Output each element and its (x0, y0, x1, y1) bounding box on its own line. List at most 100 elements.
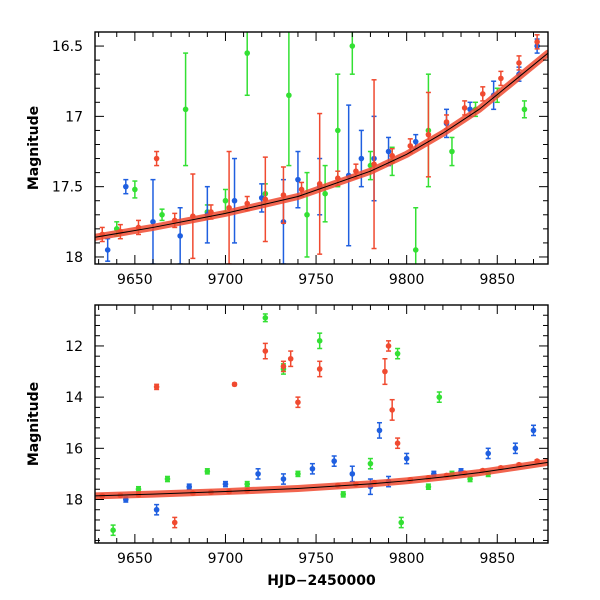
data-point-green (222, 197, 229, 204)
data-point-red (171, 519, 178, 526)
data-point-blue (358, 155, 365, 162)
y-axis-label: Magnitude (26, 106, 42, 190)
data-point-red (394, 440, 401, 446)
data-point-red (407, 143, 414, 149)
data-point-green (436, 394, 443, 400)
data-point-green (262, 314, 269, 321)
data-point-green (159, 211, 165, 218)
y-tick-label: 17.5 (52, 180, 83, 196)
data-point-blue (485, 450, 492, 457)
data-point-blue (412, 138, 419, 145)
data-point-green (398, 519, 405, 526)
plot-area (95, 313, 548, 537)
data-point-green (322, 190, 328, 197)
x-tick-label: 9750 (298, 272, 334, 288)
axes-frame (94, 31, 549, 265)
y-tick-label: 16 (65, 441, 83, 457)
data-point-green (304, 211, 310, 218)
x-tick-label: 9800 (389, 272, 425, 288)
data-point-red (153, 384, 160, 390)
y-tick-label: 17 (65, 109, 83, 125)
data-point-blue (123, 183, 129, 190)
dense-red-band (95, 458, 548, 500)
data-point-red (382, 368, 388, 375)
x-tick-label: 9700 (208, 272, 244, 288)
x-tick-label: 9700 (208, 551, 244, 567)
data-point-blue (309, 465, 316, 472)
data-point-blue (403, 455, 410, 462)
data-point-red (153, 155, 160, 162)
data-point-green (367, 460, 374, 467)
y-tick-label: 12 (65, 339, 83, 355)
data-point-blue (331, 458, 337, 464)
x-tick-label: 9650 (117, 551, 153, 567)
data-point-blue (512, 445, 519, 452)
data-point-green (132, 186, 138, 193)
data-point-green (110, 527, 116, 534)
x-axis-label: HJD−2450000 (267, 573, 376, 589)
data-point-green (449, 148, 455, 155)
data-point-green (335, 127, 341, 134)
data-point-blue (104, 247, 111, 253)
data-point-red (498, 75, 504, 82)
data-point-blue (150, 219, 156, 225)
data-point-green (135, 486, 142, 493)
data-point-blue (222, 481, 229, 487)
data-point-blue (186, 483, 193, 490)
data-point-red (516, 60, 522, 66)
model-curve (95, 461, 548, 497)
series-red (99, 340, 540, 529)
data-point-blue (280, 476, 287, 482)
series-red (99, 34, 540, 264)
data-point-green (204, 468, 211, 475)
data-point-green (244, 50, 251, 56)
data-point-green (340, 491, 347, 498)
x-tick-label: 9750 (298, 551, 334, 567)
data-point-green (412, 247, 419, 253)
data-point-green (394, 350, 401, 357)
data-point-green (467, 476, 473, 482)
x-tick-label: 9850 (479, 551, 515, 567)
data-point-blue (153, 506, 160, 513)
data-point-red (298, 186, 305, 193)
data-point-green (316, 338, 323, 344)
data-point-red (280, 363, 287, 370)
data-point-green (521, 106, 528, 113)
y-tick-label: 14 (65, 390, 83, 406)
data-point-red (461, 105, 468, 111)
axes-frame (94, 304, 549, 544)
y-tick-label: 18 (65, 250, 83, 266)
y-tick-label: 18 (65, 492, 83, 508)
x-tick-label: 9650 (117, 272, 153, 288)
plot-area (95, 32, 548, 264)
data-point-blue (295, 176, 301, 183)
data-point-red (389, 407, 395, 413)
data-point-red (479, 91, 486, 97)
top-panel: 9650 9700 9750 9800 9850 16.5 17 17.5 18 Magnitud… (26, 31, 549, 288)
y-tick-label: 16.5 (52, 39, 83, 55)
data-point-green (286, 92, 292, 99)
series-blue (104, 38, 540, 264)
data-point-blue (349, 471, 356, 477)
x-tick-label: 9850 (479, 272, 515, 288)
data-point-blue (385, 148, 392, 155)
data-point-red (316, 366, 323, 372)
data-point-green (244, 481, 251, 487)
data-point-blue (177, 233, 183, 239)
data-point-blue (231, 197, 238, 204)
data-point-red (425, 131, 432, 138)
bottom-panel: 9650 9700 9750 9800 9850 12 14 16 18 Magnitude HJD… (26, 304, 549, 589)
model-curve (95, 52, 548, 238)
data-point-blue (376, 427, 383, 434)
data-point-green (349, 43, 356, 49)
series-green (110, 313, 492, 537)
data-point-red (385, 343, 392, 349)
data-point-red (287, 355, 294, 362)
data-point-red (534, 39, 540, 45)
x-tick-label: 9800 (389, 551, 425, 567)
series-green (113, 32, 528, 264)
y-axis-label: Magnitude (26, 382, 42, 466)
data-point-red (295, 399, 301, 406)
data-point-blue (255, 471, 261, 477)
